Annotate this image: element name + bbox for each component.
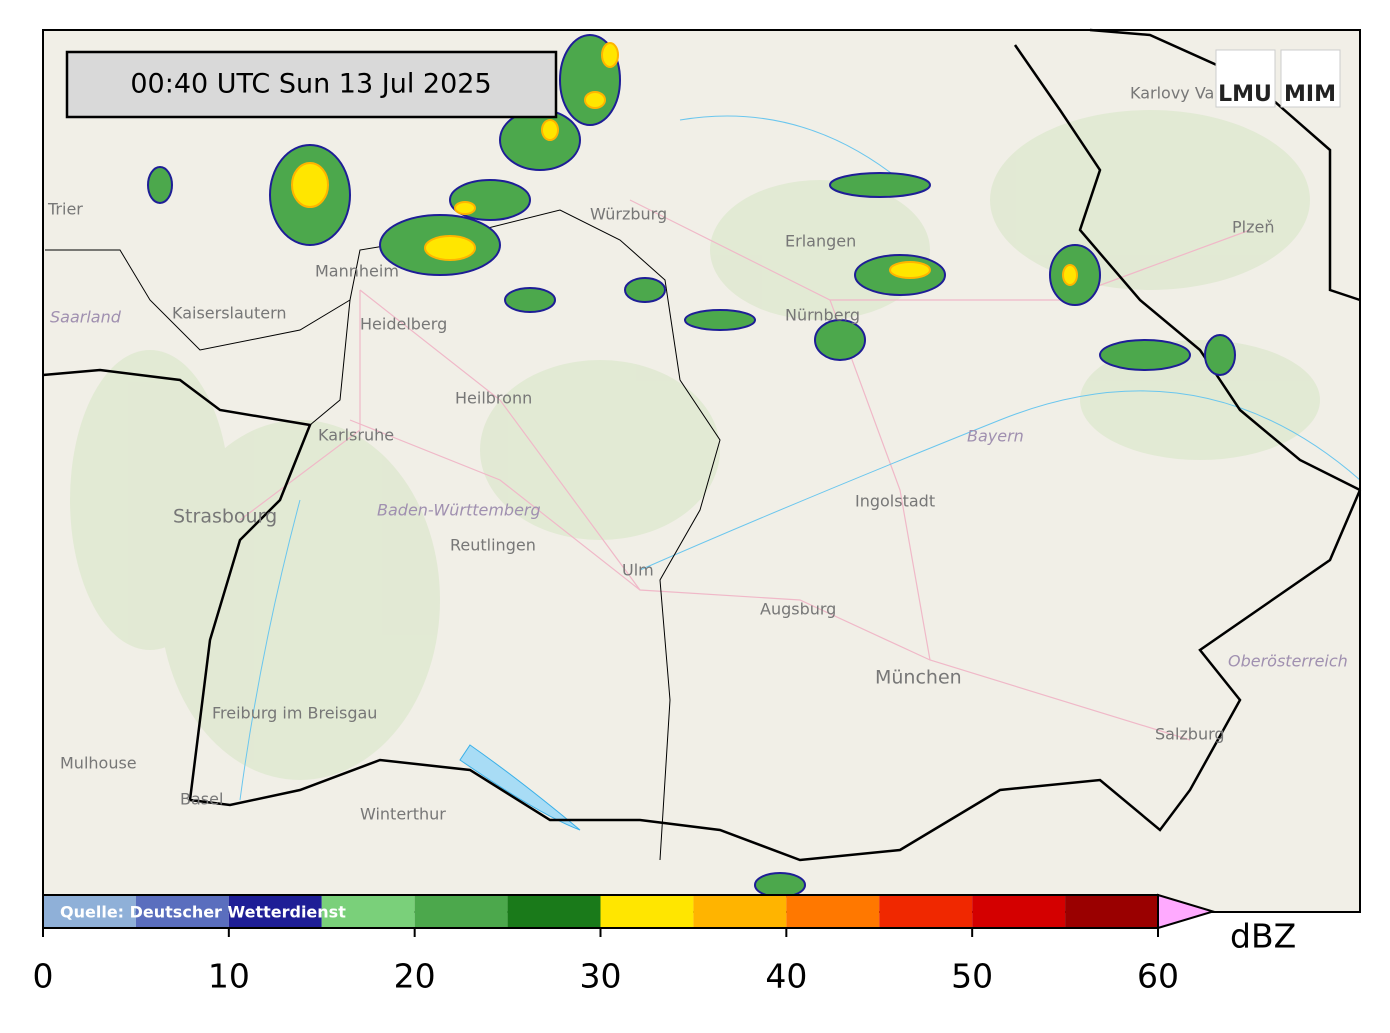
colorbar-segment: [879, 895, 973, 928]
place-label: Freiburg im Breisgau: [212, 704, 377, 723]
colorbar-tick-label: 20: [394, 957, 436, 996]
timestamp: 00:40 UTC Sun 13 Jul 2025: [130, 69, 491, 100]
rivers: [239, 115, 1361, 801]
place-label: Würzburg: [590, 205, 667, 224]
place-label: Nürnberg: [785, 306, 860, 325]
radar-echoes: [147, 34, 1236, 898]
colorbar-segment: [135, 895, 229, 928]
colorbar-segment: [228, 895, 322, 928]
logo-box: [1280, 49, 1341, 108]
colorbar-segment: [1065, 895, 1158, 928]
colorbar-tick-label: 10: [208, 957, 250, 996]
region-label: Saarland: [50, 308, 122, 327]
colorbar-segment: [507, 895, 601, 928]
place-label: Plzeň: [1232, 218, 1274, 237]
colorbar-segment: [414, 895, 508, 928]
timestamp-box: [65, 50, 558, 119]
lake: [459, 744, 581, 831]
place-label: Kaiserslautern: [172, 304, 287, 323]
colorbar-segment: [43, 895, 136, 928]
borders: [42, 28, 1362, 862]
colorbar-tick-label: 0: [33, 957, 54, 996]
state-borders: [45, 209, 721, 861]
place-label: Karlovy Vary: [1130, 84, 1230, 103]
place-label: Strasbourg: [173, 506, 277, 528]
place-label: Heidelberg: [360, 315, 447, 334]
colorbar-tick-label: 30: [580, 957, 622, 996]
source-credit: Quelle: Deutscher Wetterdienst: [60, 903, 346, 922]
colorbar-segment: [972, 895, 1066, 928]
colorbar: 0 10 20 30 40 50 60: [33, 893, 1217, 996]
region-label: Oberösterreich: [1228, 652, 1348, 671]
place-label: Augsburg: [760, 600, 836, 619]
roads: [239, 199, 1251, 741]
place-label: Heilbronn: [455, 389, 532, 408]
colorbar-segment: [600, 895, 694, 928]
colorbar-segment: [321, 895, 415, 928]
place-label: Salzburg: [1155, 725, 1225, 744]
colorbar-segment: [693, 895, 787, 928]
place-label: Karlsruhe: [318, 426, 394, 445]
logo-box: [1215, 49, 1276, 108]
place-label: Mulhouse: [60, 754, 137, 773]
region-label: Baden-Württemberg: [377, 501, 541, 520]
place-label: Ulm: [622, 561, 654, 580]
place-label: München: [875, 667, 962, 689]
place-label: Reutlingen: [450, 536, 536, 555]
colorbar-tick-label: 40: [765, 957, 807, 996]
place-label: Erlangen: [785, 232, 856, 251]
place-label: Mannheim: [315, 262, 399, 281]
region-label: Bayern: [967, 427, 1024, 446]
colorbar-tick-label: 60: [1137, 957, 1179, 996]
logo-text: MIM: [1284, 82, 1336, 107]
colorbar-tick-label: 50: [951, 957, 993, 996]
colorbar-segment: [786, 895, 880, 928]
colorbar-unit: dBZ: [1230, 917, 1296, 956]
place-labels: Trier Mannheim Kaiserslautern Saarland H…: [47, 84, 1348, 824]
place-label: Basel: [180, 790, 223, 809]
place-label: Ingolstadt: [855, 492, 935, 511]
place-label: Trier: [47, 200, 83, 219]
logo-text: LMU: [1218, 82, 1272, 107]
place-label: Winterthur: [360, 805, 446, 824]
